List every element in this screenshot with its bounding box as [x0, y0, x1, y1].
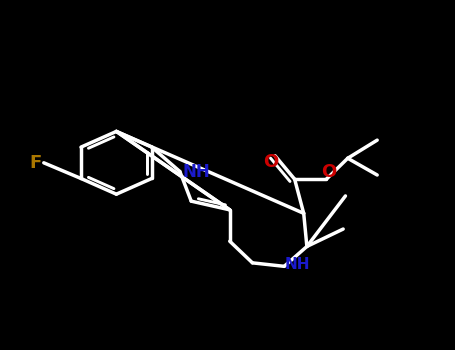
Text: F: F: [30, 154, 42, 172]
Text: NH: NH: [182, 162, 210, 181]
Text: O: O: [321, 163, 336, 181]
Text: NH: NH: [285, 257, 311, 272]
Text: O: O: [263, 153, 278, 171]
